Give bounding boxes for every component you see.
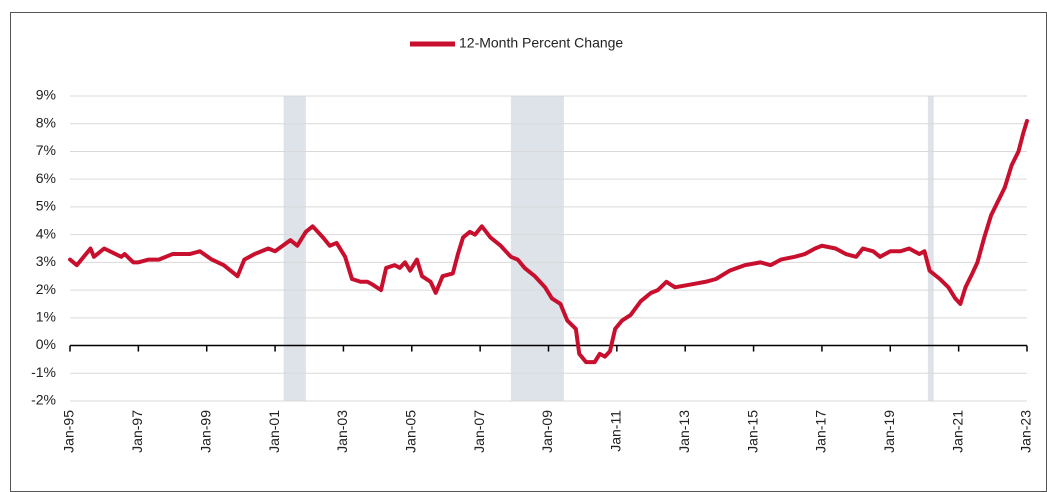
y-tick-label: 6%: [36, 170, 56, 186]
x-tick-label: Jan-13: [676, 410, 692, 453]
series-line: [68, 118, 1029, 365]
x-tick-label: Jan-17: [813, 410, 829, 453]
y-tick-label: 3%: [36, 253, 56, 269]
x-tick-label: Jan-97: [129, 410, 145, 453]
x-tick-label: Jan-05: [402, 410, 418, 453]
x-tick-label: Jan-19: [881, 410, 897, 453]
x-tick-label: Jan-07: [471, 410, 487, 453]
x-tick-label: Jan-03: [334, 410, 350, 453]
x-tick-label: Jan-11: [608, 410, 624, 452]
x-tick-label: Jan-99: [197, 410, 213, 453]
x-tick-label: Jan-01: [266, 410, 282, 453]
y-tick-label: 0%: [36, 336, 56, 352]
y-tick-label: 8%: [36, 114, 56, 130]
y-tick-label: 1%: [36, 309, 56, 325]
x-tick-label: Jan-21: [949, 410, 965, 453]
x-tick-label: Jan-95: [61, 410, 77, 453]
y-tick-label: 9%: [36, 87, 56, 103]
y-tick-label: 7%: [36, 142, 56, 158]
legend-label: 12-Month Percent Change: [459, 35, 623, 51]
recession-band: [283, 96, 306, 401]
y-tick-label: 5%: [36, 198, 56, 214]
x-tick-label: Jan-15: [744, 410, 760, 453]
y-tick-label: 4%: [36, 225, 56, 241]
x-tick-label: Jan-23: [1018, 410, 1034, 453]
y-tick-label: -2%: [31, 392, 56, 408]
y-tick-label: 2%: [36, 281, 56, 297]
y-tick-label: -1%: [31, 364, 56, 380]
recession-band: [927, 96, 934, 401]
recession-band: [510, 96, 564, 401]
x-tick-label: Jan-09: [539, 410, 555, 453]
